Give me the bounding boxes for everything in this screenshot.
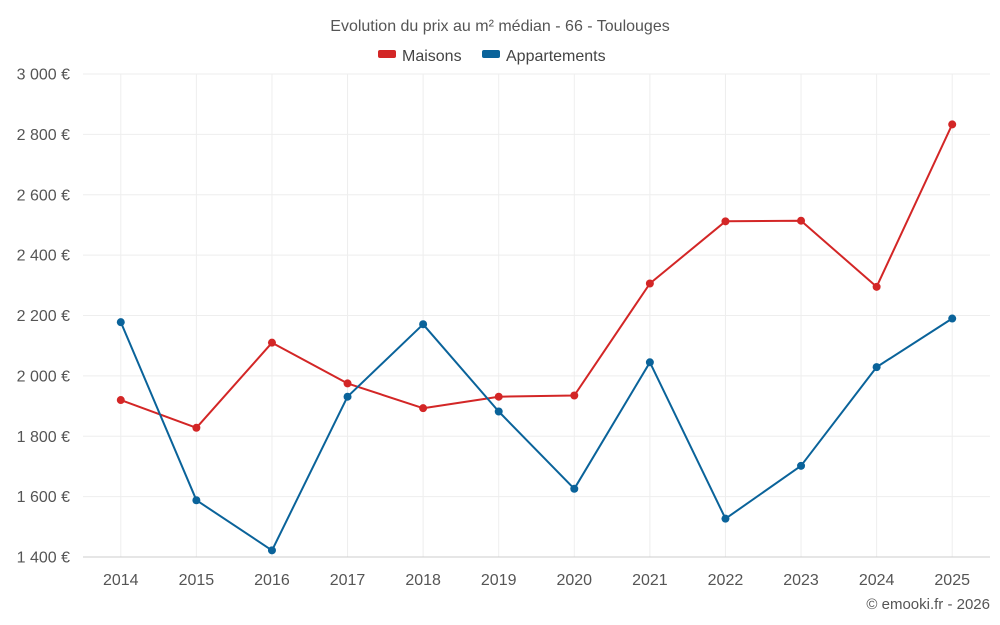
data-point-appartements[interactable]: [645, 358, 654, 367]
x-tick-label: 2014: [103, 572, 139, 589]
data-point-appartements[interactable]: [948, 314, 957, 323]
data-point-appartements[interactable]: [797, 461, 806, 470]
x-tick-label: 2020: [556, 572, 592, 589]
legend: Maisons Appartements: [378, 48, 606, 65]
y-tick-label: 1 400 €: [17, 550, 70, 567]
data-point-appartements[interactable]: [721, 514, 730, 523]
x-tick-label: 2018: [405, 572, 441, 589]
data-point-appartements[interactable]: [419, 320, 428, 329]
data-point-appartements[interactable]: [570, 484, 579, 493]
data-point-maisons[interactable]: [948, 120, 957, 129]
data-point-appartements[interactable]: [872, 363, 881, 372]
y-tick-label: 1 800 €: [17, 429, 70, 446]
x-tick-label: 2019: [481, 572, 517, 589]
data-point-appartements[interactable]: [267, 546, 276, 555]
data-point-appartements[interactable]: [494, 407, 503, 416]
x-axis: 2014 2015 2016 2017 2018 2019 2020 2021 2022 2023…: [83, 556, 990, 589]
series-line-maisons: [120, 123, 954, 429]
legend-swatch-maisons: [378, 50, 396, 58]
legend-item-appartements[interactable]: Appartements: [482, 48, 606, 65]
data-point-maisons[interactable]: [267, 338, 276, 347]
chart-title: Evolution du prix au m² médian - 66 - To…: [330, 18, 669, 35]
data-point-appartements[interactable]: [192, 496, 201, 505]
data-point-maisons[interactable]: [494, 392, 503, 401]
data-point-maisons[interactable]: [872, 282, 881, 291]
x-tick-label: 2017: [330, 572, 366, 589]
legend-label-maisons: Maisons: [402, 48, 462, 65]
x-tick-label: 2023: [783, 572, 819, 589]
y-tick-label: 3 000 €: [17, 67, 70, 84]
x-tick-label: 2024: [859, 572, 895, 589]
x-tick-label: 2025: [934, 572, 970, 589]
legend-label-appartements: Appartements: [506, 48, 606, 65]
x-tick-label: 2021: [632, 572, 668, 589]
y-tick-label: 2 600 €: [17, 187, 70, 204]
data-point-appartements[interactable]: [343, 392, 352, 401]
y-tick-label: 2 400 €: [17, 248, 70, 265]
y-tick-label: 2 800 €: [17, 127, 70, 144]
data-point-maisons[interactable]: [797, 216, 806, 225]
x-tick-label: 2022: [708, 572, 744, 589]
grid: [83, 73, 990, 558]
x-tick-label: 2016: [254, 572, 290, 589]
data-point-maisons[interactable]: [419, 404, 428, 413]
legend-item-maisons[interactable]: Maisons: [378, 48, 462, 65]
data-point-maisons[interactable]: [192, 423, 201, 432]
credit-text: © emooki.fr - 2026: [866, 596, 990, 613]
data-point-maisons[interactable]: [116, 396, 125, 405]
data-point-maisons[interactable]: [645, 279, 654, 288]
data-point-maisons[interactable]: [721, 217, 730, 226]
series-line-appartements: [119, 317, 953, 552]
y-tick-label: 1 600 €: [17, 489, 70, 506]
y-tick-label: 2 000 €: [17, 368, 70, 385]
y-axis: 1 400 € 1 600 € 1 800 € 2 000 € 2 200 € 2 400…: [17, 67, 70, 567]
y-tick-label: 2 200 €: [17, 308, 70, 325]
legend-swatch-appartements: [482, 50, 500, 58]
series: [116, 120, 957, 555]
data-point-maisons[interactable]: [570, 391, 579, 400]
x-tick-label: 2015: [179, 572, 215, 589]
data-point-appartements[interactable]: [116, 318, 125, 327]
data-point-maisons[interactable]: [343, 379, 352, 388]
